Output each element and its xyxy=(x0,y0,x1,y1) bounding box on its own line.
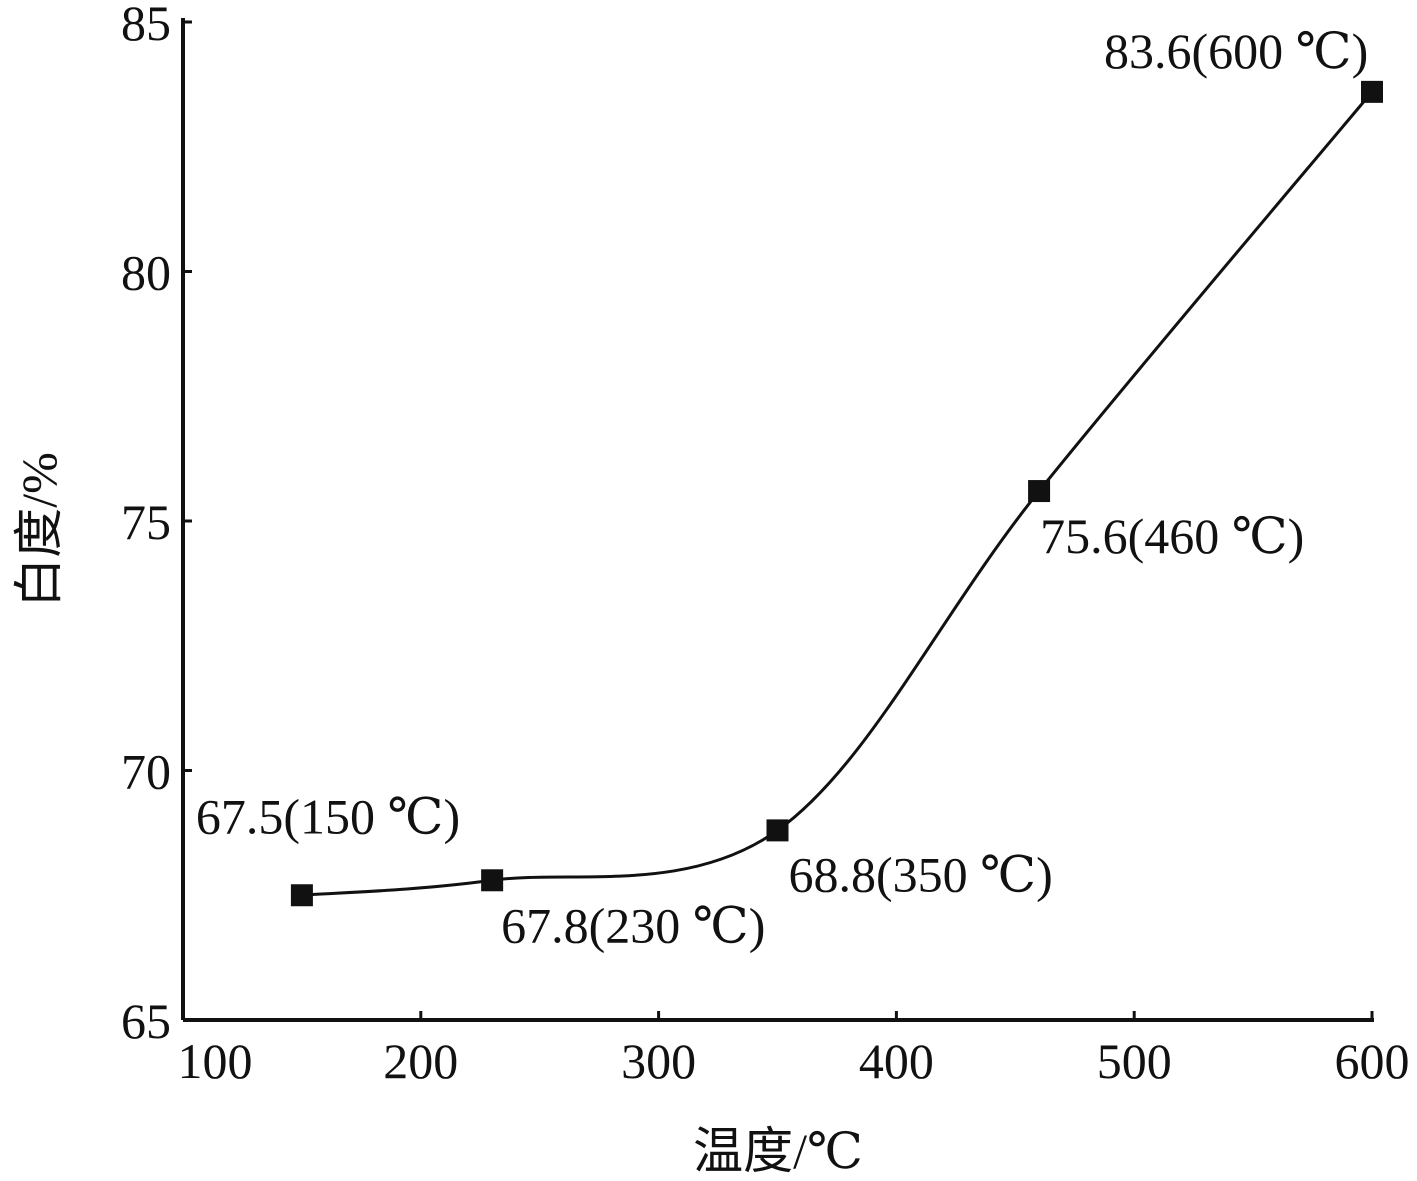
data-label: 68.8(350 ℃) xyxy=(789,846,1053,902)
y-axis-title: 白度/% xyxy=(11,452,67,608)
x-tick-label: 300 xyxy=(621,1033,696,1089)
data-label: 67.8(230 ℃) xyxy=(501,897,765,953)
marker xyxy=(1361,80,1383,103)
y-tick-label: 80 xyxy=(121,245,171,301)
marker xyxy=(1028,480,1051,503)
data-label: 67.5(150 ℃) xyxy=(196,788,460,844)
y-tick-label: 65 xyxy=(121,993,171,1049)
marker xyxy=(481,869,504,892)
x-tick-label: 200 xyxy=(383,1033,458,1089)
y-tick-label: 70 xyxy=(121,744,171,800)
marker xyxy=(766,819,789,842)
y-tick-label: 75 xyxy=(121,494,171,550)
x-axis-title: 温度/℃ xyxy=(693,1123,863,1179)
x-tick-label: 400 xyxy=(859,1033,934,1089)
data-label: 75.6(460 ℃) xyxy=(1040,508,1304,564)
data-label: 83.6(600 ℃) xyxy=(1104,23,1368,79)
x-tick-label: 500 xyxy=(1097,1033,1172,1089)
line xyxy=(301,90,1374,897)
y-tick-label: 85 xyxy=(121,0,171,51)
x-tick-label: 100 xyxy=(178,1033,253,1089)
marker xyxy=(290,884,313,907)
x-tick-label: 600 xyxy=(1335,1033,1410,1089)
